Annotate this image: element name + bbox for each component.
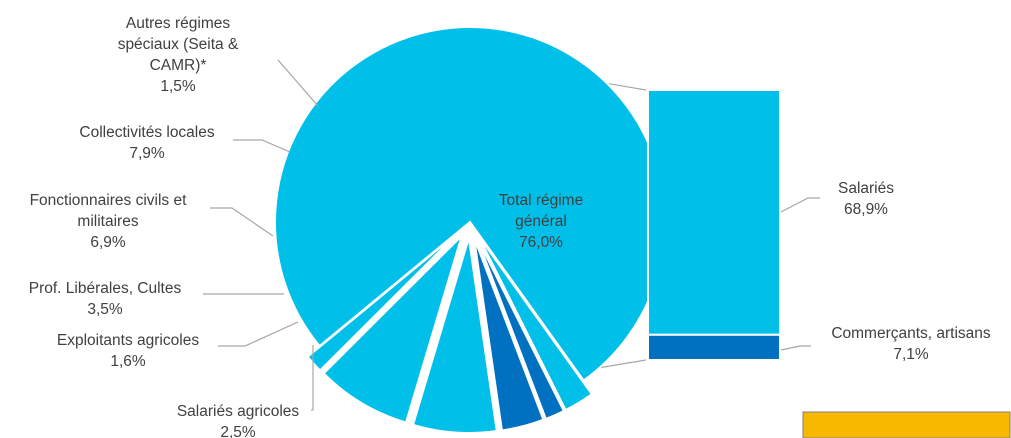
leader-line-fonctionnaires [210, 207, 274, 237]
data-label-prof-liberales-cultes: Prof. Libérales, Cultes 3,5% [29, 280, 182, 318]
leader-line-commercants-artisans [780, 345, 811, 351]
pie-slices [274, 26, 666, 434]
pie-slice-autres-regimes [306, 231, 459, 372]
data-label-fonctionnaires: Fonctionnaires civils et militaires 6,9% [30, 192, 187, 251]
data-label-salaries: Salariés 68,9% [838, 180, 894, 218]
bar-segment-commercants-artisans [647, 333, 781, 361]
pie-slice-salaries-agricoles [477, 235, 594, 412]
pie-slice-exploitants-agricoles [475, 236, 566, 421]
pie-slice-collectivites-locales [322, 235, 463, 424]
leader-lines [203, 59, 820, 411]
data-label-total-regime-general: Total régime général 76,0% [499, 192, 583, 251]
highlight-box [802, 411, 1011, 438]
leader-line-autres-regimes [277, 59, 319, 107]
leader-line-salaries-agricoles [311, 345, 314, 411]
data-labels: Total régime général 76,0% Salariés agricol… [29, 15, 991, 438]
data-label-salaries-agricoles: Salariés agricoles 2,5% [177, 403, 300, 438]
bar-segment-salaries [647, 89, 781, 336]
pie-slice-prof-liberales-cultes [473, 237, 545, 432]
data-label-exploitants-agricoles: Exploitants agricoles 1,6% [57, 332, 199, 370]
leader-line-salaries [780, 197, 820, 213]
data-label-autres-regimes: Autres régimes spéciaux (Seita & CAMR)* 1,5… [118, 15, 239, 95]
leader-line-exploitants-agricoles [218, 321, 299, 347]
data-label-commercants-artisans: Commerçants, artisans 7,1% [831, 325, 991, 363]
stacked-bar [647, 89, 781, 361]
leader-line-collectivites-locales [233, 139, 291, 153]
data-label-collectivites-locales: Collectivités locales 7,9% [79, 124, 214, 162]
pie-slice-fonctionnaires [411, 237, 498, 434]
